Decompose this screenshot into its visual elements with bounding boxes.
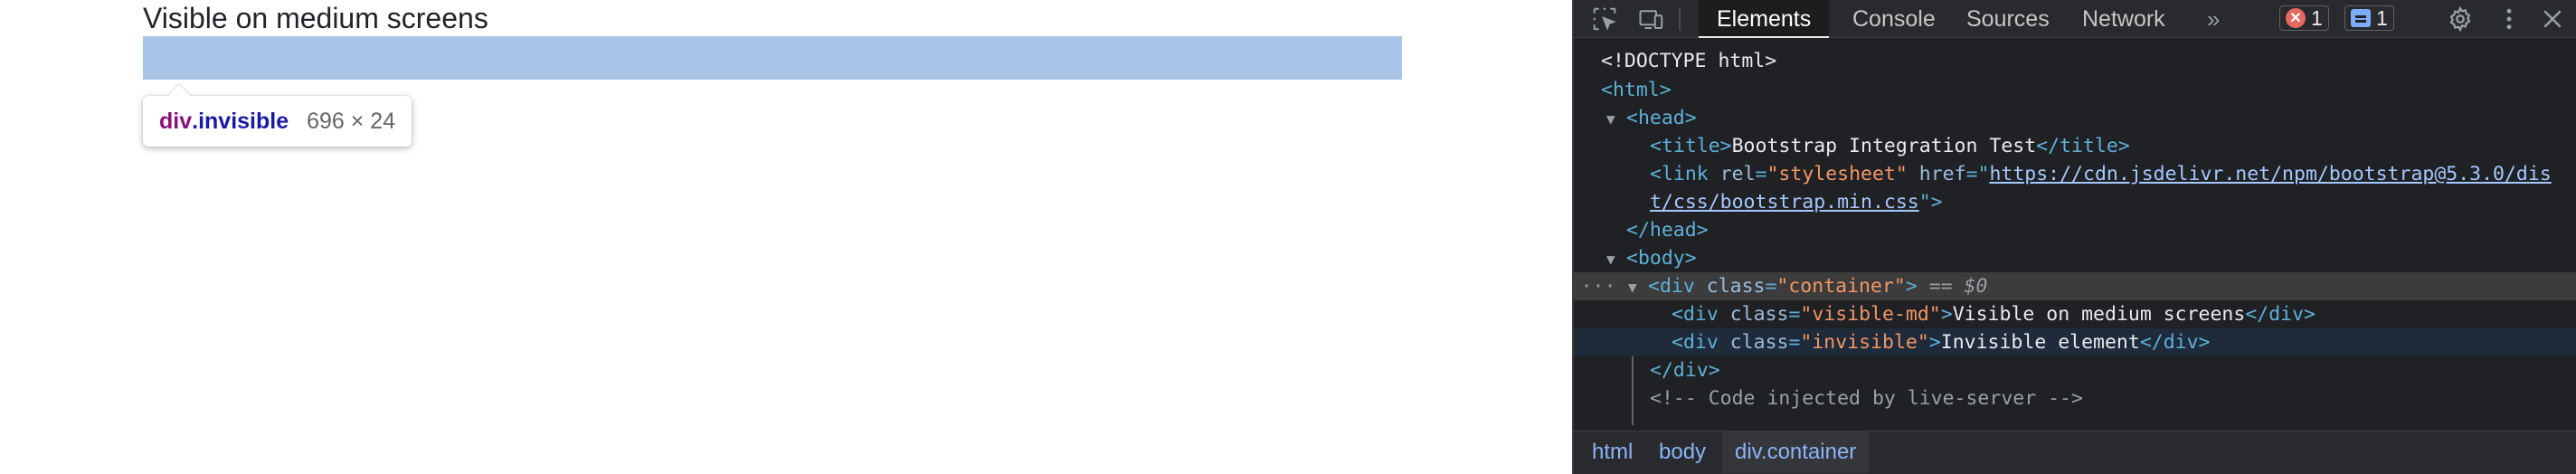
dom-line-container[interactable]: ··· ▼ <div class="container"> == $0 — [1574, 272, 2576, 300]
collapse-triangle-icon[interactable]: ▼ — [1606, 251, 1615, 268]
head-tag: <head> — [1626, 107, 1697, 129]
indent-guide — [1632, 340, 1634, 425]
html-comment: <!-- Code injected by live-server --> — [1650, 387, 2083, 410]
dom-tree: <!DOCTYPE html> <html> ▼ <head> <title>Bo… — [1574, 40, 2576, 425]
tooltip-dimensions: 696 × 24 — [307, 108, 396, 134]
dom-line-head[interactable]: ▼ <head> — [1574, 104, 2576, 132]
breadcrumb-body[interactable]: body — [1659, 440, 1707, 464]
head-close-tag: </head> — [1626, 219, 1709, 242]
attr-class: class — [1706, 275, 1766, 298]
attr-rel-value: "stylesheet" — [1766, 163, 1908, 185]
div-open-tag: <div — [1672, 303, 1719, 326]
errors-count: 1 — [2311, 5, 2323, 30]
href-link[interactable]: https://cdn.jsdelivr.net/npm/bootstrap@5… — [1989, 163, 2552, 185]
breadcrumb-html[interactable]: html — [1592, 440, 1634, 464]
dom-line-title[interactable]: <title>Bootstrap Integration Test</title… — [1574, 132, 2576, 160]
title-close-tag: </title> — [2036, 135, 2130, 157]
devtools-panel: Elements Console Sources Network » ✕ 1 1… — [1572, 0, 2576, 474]
tab-network[interactable]: Network — [2082, 6, 2165, 32]
div-close-tag: </div> — [1650, 359, 1720, 382]
div-close-tag: </div> — [2139, 331, 2211, 354]
href-quote: =" — [1965, 163, 1990, 185]
toolbar-separator — [1679, 7, 1681, 31]
tooltip-tag: div — [159, 108, 193, 134]
attr-class-value: "container" — [1776, 275, 1906, 298]
href-link-continued[interactable]: t/css/bootstrap.min.css — [1650, 191, 1919, 213]
element-highlight-overlay — [143, 36, 1402, 80]
attr-href: href — [1918, 163, 1966, 185]
dom-line-doctype[interactable]: <!DOCTYPE html> — [1574, 47, 2576, 75]
device-toolbar-icon[interactable] — [1632, 0, 1672, 38]
dom-line-link-cont[interactable]: t/css/bootstrap.min.css"> — [1574, 188, 2576, 216]
breadcrumb: html body div.container — [1574, 431, 2576, 474]
dom-line-body[interactable]: ▼ <body> — [1574, 244, 2576, 272]
link-open-tag: <link — [1650, 163, 1709, 185]
page-viewport: Visible on medium screens div .invisible … — [0, 0, 1572, 474]
dom-line-link[interactable]: <link rel="stylesheet" href="https://cdn… — [1650, 163, 2552, 185]
node-text: Visible on medium screens — [1952, 303, 2246, 326]
title-text: Bootstrap Integration Test — [1731, 135, 2037, 157]
dom-line-invisible[interactable]: <div class="invisible">Invisible element… — [1574, 328, 2576, 356]
close-devtools-icon[interactable] — [2533, 0, 2572, 38]
element-inspect-tooltip: div .invisible 696 × 24 — [143, 96, 412, 147]
message-icon — [2351, 9, 2371, 27]
dom-line-head-close[interactable]: </head> — [1574, 216, 2576, 244]
collapse-triangle-icon[interactable]: ▼ — [1628, 279, 1637, 296]
div-open-tag: <div — [1648, 275, 1695, 298]
tab-console[interactable]: Console — [1852, 6, 1936, 32]
dom-line-container-close[interactable]: </div> — [1574, 356, 2576, 384]
dom-line-comment[interactable]: <!-- Code injected by live-server --> — [1574, 384, 2576, 412]
attr-class-value: "visible-md" — [1800, 303, 1941, 326]
attr-class: class — [1729, 331, 1789, 354]
collapse-triangle-icon[interactable]: ▼ — [1606, 110, 1615, 128]
tag-close-bracket: > — [1905, 275, 1918, 298]
title-open-tag: <title> — [1650, 135, 1732, 157]
inspect-element-icon[interactable] — [1585, 0, 1624, 38]
tab-elements[interactable]: Elements — [1699, 0, 1830, 38]
tab-sources[interactable]: Sources — [1966, 6, 2050, 32]
ellipsis-icon[interactable]: ··· — [1581, 275, 1617, 297]
errors-badge[interactable]: ✕ 1 — [2279, 5, 2329, 31]
dom-line-html[interactable]: <html> — [1574, 76, 2576, 104]
more-options-icon[interactable] — [2489, 0, 2529, 38]
dom-line-visible-md[interactable]: <div class="visible-md">Visible on mediu… — [1672, 303, 2316, 326]
devtools-toolbar: Elements Console Sources Network » ✕ 1 1 — [1574, 0, 2576, 38]
attr-class: class — [1729, 303, 1789, 326]
error-icon: ✕ — [2286, 8, 2306, 28]
attr-rel: rel — [1719, 163, 1756, 185]
breadcrumb-div-container[interactable]: div.container — [1722, 431, 1870, 473]
tag-close-bracket: > — [1928, 331, 1941, 354]
href-end: "> — [1918, 191, 1943, 213]
attr-class-value: "invisible" — [1800, 331, 1929, 354]
more-tabs-icon[interactable]: » — [2207, 5, 2221, 33]
doctype-text: <!DOCTYPE html> — [1601, 50, 1777, 72]
messages-count: 1 — [2376, 5, 2388, 30]
div-open-tag: <div — [1672, 331, 1719, 354]
selected-node-marker: == $0 — [1928, 275, 1988, 298]
visible-md-text: Visible on medium screens — [143, 2, 488, 34]
messages-badge[interactable]: 1 — [2344, 5, 2394, 31]
html-tag: <html> — [1601, 79, 1672, 101]
node-text: Invisible element — [1940, 331, 2140, 354]
tooltip-class: .invisible — [192, 108, 289, 134]
body-tag: <body> — [1626, 247, 1697, 270]
div-close-tag: </div> — [2245, 303, 2316, 326]
settings-gear-icon[interactable] — [2440, 0, 2480, 38]
tag-close-bracket: > — [1940, 303, 1953, 326]
